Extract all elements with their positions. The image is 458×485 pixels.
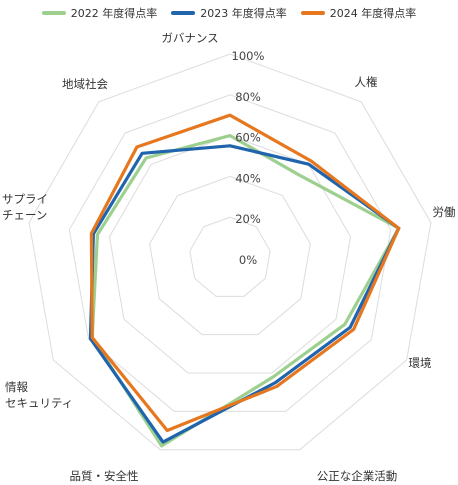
- grid-ring-2: [149, 175, 311, 336]
- grid-ring-1: [189, 216, 271, 297]
- grid-ring-3: [108, 135, 352, 374]
- legend-swatch-2022: [41, 11, 66, 15]
- legend-swatch-2024: [300, 11, 325, 15]
- series-line-2: [89, 113, 401, 433]
- tick-label-3: 60%: [235, 131, 261, 145]
- tick-label-2: 40%: [235, 171, 261, 185]
- legend-item-2024[interactable]: 2024 年度得点率: [300, 4, 417, 22]
- axis-label-4: 公正な企業活動: [317, 469, 398, 483]
- axis-label-0: ガバナンス: [161, 31, 218, 45]
- axis-label-7: サプライチェーン: [2, 192, 48, 222]
- axis-label-2: 労働: [433, 205, 456, 219]
- tick-label-4: 80%: [235, 90, 261, 104]
- grid-ring-5: [28, 53, 432, 451]
- axis-label-3: 環境: [409, 356, 432, 370]
- legend-label-2022: 2022 年度得点率: [70, 7, 158, 20]
- legend-item-2022[interactable]: 2022 年度得点率: [41, 4, 158, 22]
- legend-label-2024: 2024 年度得点率: [329, 7, 417, 20]
- axis-label-1: 人権: [355, 75, 378, 89]
- grid-ring-4: [68, 94, 392, 412]
- series-line-1: [88, 144, 401, 444]
- tick-label-0: 0%: [239, 253, 257, 267]
- legend-item-2023[interactable]: 2023 年度得点率: [171, 4, 287, 22]
- legend: 2022 年度得点率 2023 年度得点率 2024 年度得点率: [0, 4, 458, 22]
- legend-swatch-2023: [171, 11, 196, 15]
- axis-label-5: 品質・安全性: [70, 469, 139, 483]
- tick-label-5: 100%: [232, 49, 265, 63]
- axis-label-8: 地域社会: [62, 77, 108, 91]
- legend-label-2023: 2023 年度得点率: [200, 7, 287, 20]
- tick-label-1: 20%: [235, 212, 261, 226]
- axis-label-6: 情報セキュリティ: [5, 380, 73, 410]
